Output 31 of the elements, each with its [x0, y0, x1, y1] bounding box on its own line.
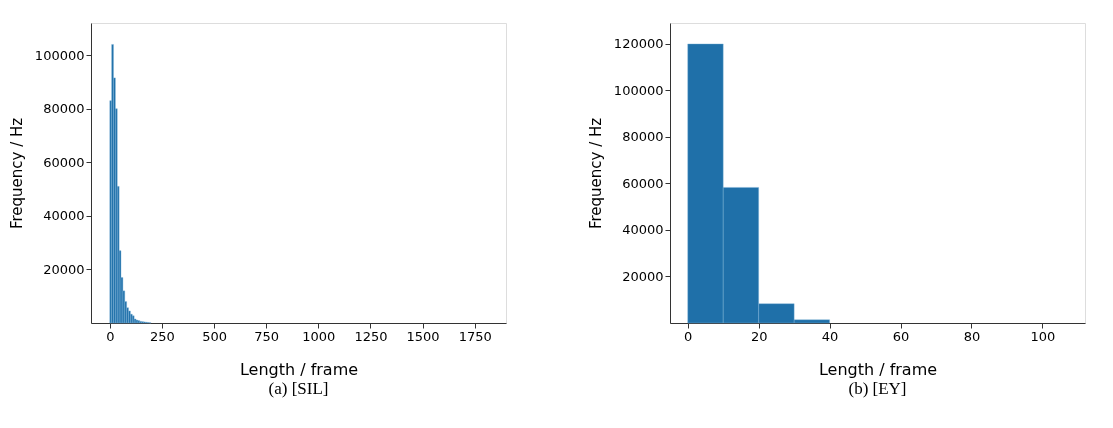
x-tick-label: 250: [149, 328, 175, 344]
text: (b) [EY]: [848, 379, 907, 398]
x-tick-label: 60: [892, 328, 910, 344]
y-tick-label: 120000: [613, 36, 664, 52]
x-tick-label: 750: [254, 328, 280, 344]
x-tick-label: 0: [106, 328, 115, 344]
y-tick-label: 60000: [622, 175, 664, 191]
y-tick-label: 40000: [43, 208, 85, 224]
x-tick-label: 500: [202, 328, 227, 344]
x-tick-label: 40: [821, 328, 839, 344]
text: (a) [SIL]: [268, 379, 329, 398]
x-axis-title: Length / frame: [239, 359, 359, 379]
y-tick-label: 100000: [613, 82, 664, 98]
y-tick-label: 40000: [622, 222, 664, 238]
y-axis-title: Frequency / Hz: [7, 117, 26, 230]
x-axis-title: Length / frame: [818, 359, 938, 379]
y-tick-label: 20000: [43, 261, 85, 277]
x-tick-label: 100: [1030, 328, 1056, 344]
x-tick-label: 1500: [406, 328, 440, 344]
y-tick-label: 20000: [622, 268, 664, 284]
x-tick-label: 0: [684, 328, 693, 344]
x-tick-label: 1250: [354, 328, 388, 344]
y-tick-label: 80000: [43, 101, 85, 117]
x-tick-label: 1750: [458, 328, 492, 344]
x-tick-label: 80: [963, 328, 981, 344]
x-tick-label: 20: [750, 328, 768, 344]
x-tick-label: 1000: [302, 328, 336, 344]
y-axis-title: Frequency / Hz: [586, 117, 605, 230]
y-tick-label: 100000: [34, 47, 85, 63]
y-tick-label: 60000: [43, 154, 85, 170]
y-tick-label: 80000: [622, 129, 664, 145]
